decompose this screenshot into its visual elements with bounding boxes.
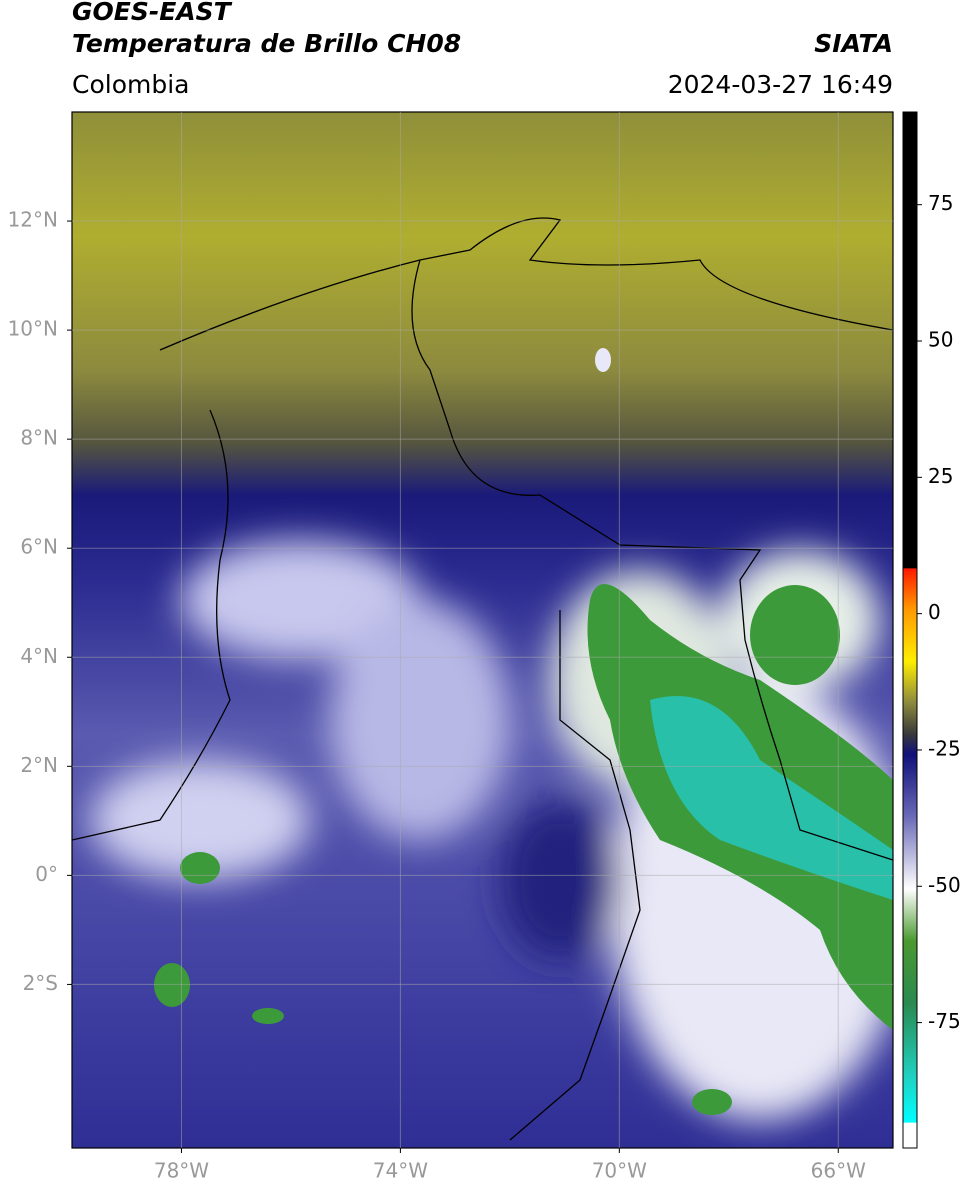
- x-tick-label: 70°W: [592, 1159, 647, 1183]
- y-tick-label: 12°N: [8, 208, 58, 232]
- x-tick-label: 66°W: [811, 1159, 866, 1183]
- y-tick-label: 8°N: [20, 426, 58, 450]
- colorbar-tick-label: -75: [928, 1009, 961, 1033]
- colorbar-tick-label: -50: [928, 873, 961, 897]
- x-tick-label: 74°W: [373, 1159, 428, 1183]
- y-tick-label: 4°N: [20, 644, 58, 668]
- colorbar-tick-label: 75: [928, 191, 953, 215]
- subtitle: Temperatura de Brillo CH08: [72, 29, 461, 58]
- title: GOES-EAST: [72, 0, 233, 26]
- x-tick-label: 78°W: [154, 1159, 209, 1183]
- imagery: [72, 112, 893, 1148]
- y-tick-label: 10°N: [8, 317, 58, 341]
- colorbar: [902, 111, 918, 1149]
- colorbar-tick-label: 0: [928, 600, 941, 624]
- colorbar-tick-label: -25: [928, 736, 961, 760]
- y-tick-label: 6°N: [20, 535, 58, 559]
- source: SIATA: [814, 29, 893, 58]
- colorbar-tick-label: 50: [928, 328, 953, 352]
- colorbar-tick-label: 25: [928, 464, 953, 488]
- region: Colombia: [72, 70, 189, 99]
- datetime: 2024-03-27 16:49: [668, 70, 893, 99]
- y-tick-label: 0°: [35, 862, 58, 886]
- map-frame: [71, 111, 894, 1149]
- y-tick-label: 2°S: [23, 971, 58, 995]
- y-tick-label: 2°N: [20, 753, 58, 777]
